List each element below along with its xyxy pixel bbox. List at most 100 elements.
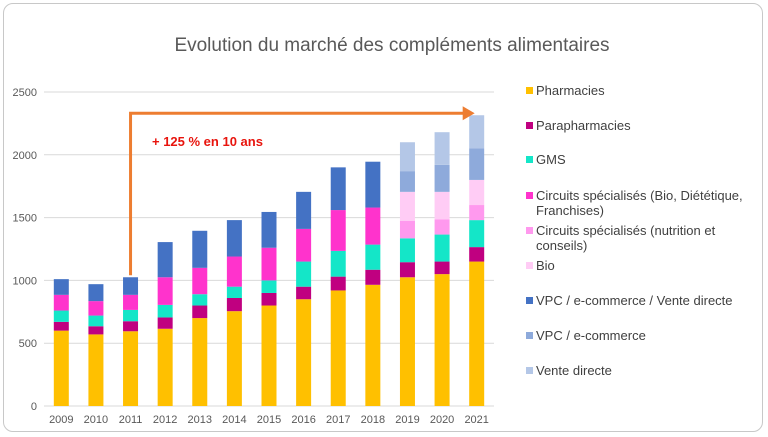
legend-swatch <box>526 227 533 234</box>
bar-segment <box>192 294 208 306</box>
arrow-line <box>129 111 465 276</box>
bar-segment <box>469 205 485 221</box>
bar-segment <box>261 305 277 406</box>
bar-segment <box>365 269 381 285</box>
x-tick-label: 2021 <box>464 414 488 426</box>
bar-segment <box>296 261 312 287</box>
bar-segment <box>434 132 450 165</box>
legend-label: Circuits spécialisés (nutrition et consei… <box>536 223 716 253</box>
bar-segment <box>261 211 277 248</box>
y-tick-label: 2000 <box>13 150 37 162</box>
bar-segment <box>330 290 346 406</box>
bar-segment <box>469 220 485 248</box>
x-tick-label: 2012 <box>153 414 177 426</box>
bar-segment <box>157 277 173 305</box>
bar-segment <box>226 311 242 406</box>
bar-segment <box>157 242 173 278</box>
bar-segment <box>226 297 242 312</box>
bar-segment <box>53 279 69 295</box>
legend-label: GMS <box>536 152 566 167</box>
x-tick-label: 2009 <box>49 414 73 426</box>
y-tick-label: 1000 <box>13 275 37 287</box>
bar-segment <box>157 304 173 318</box>
bar-segment <box>123 294 139 310</box>
legend-swatch <box>526 122 533 129</box>
bar-segment <box>469 261 485 406</box>
bar-segment <box>53 294 69 311</box>
x-tick-label: 2020 <box>430 414 454 426</box>
bar-segment <box>88 326 104 335</box>
bar-segment <box>365 284 381 406</box>
x-axis-ticks: 2009 2010 2011 2012 2013 2014 2015 2016 2017 2018… <box>49 414 489 426</box>
bar-segment <box>88 284 104 302</box>
bar-segment <box>399 277 415 406</box>
bar-segment <box>261 280 277 293</box>
bar-segment <box>434 191 450 220</box>
bar-segment <box>192 230 208 268</box>
growth-arrow <box>129 106 475 276</box>
y-tick-label: 0 <box>31 401 37 413</box>
legend-label: VPC / e-commerce <box>536 328 646 343</box>
bar-segment <box>88 334 104 406</box>
bar-segment <box>192 267 208 295</box>
bar-segment <box>399 171 415 192</box>
y-axis-ticks: 0 500 1000 1500 2000 2500 <box>13 87 37 413</box>
bar-segment <box>434 274 450 406</box>
legend-swatch <box>526 332 533 339</box>
bar-segment <box>296 191 312 229</box>
y-tick-label: 500 <box>19 338 37 350</box>
bar-segment <box>434 261 450 275</box>
growth-annotation: + 125 % en 10 ans <box>152 134 263 149</box>
legend-swatch <box>526 297 533 304</box>
bar-segment <box>469 115 485 149</box>
x-tick-label: 2011 <box>119 414 143 426</box>
bar-segment <box>53 310 69 322</box>
y-tick-label: 1500 <box>13 213 37 225</box>
bar-segment <box>88 315 104 327</box>
bar-segment <box>157 317 173 329</box>
legend-label: Parapharmacies <box>536 118 631 133</box>
bar-segment <box>399 191 415 221</box>
legend-swatch <box>526 367 533 374</box>
bar-segment <box>261 247 277 281</box>
x-tick-label: 2010 <box>84 414 108 426</box>
bar-segment <box>399 220 415 239</box>
bar-segment <box>296 228 312 262</box>
bar-segment <box>261 292 277 306</box>
bar-segment <box>434 219 450 235</box>
chart-title: Evolution du marché des compléments alim… <box>174 35 609 56</box>
legend-label: Pharmacies <box>536 83 605 98</box>
legend: Pharmacies Parapharmacies GMS Circuits spéc… <box>526 83 743 378</box>
legend-swatch <box>526 156 533 163</box>
x-tick-label: 2017 <box>326 414 350 426</box>
gridlines <box>44 91 494 407</box>
bar-segment <box>365 244 381 270</box>
bar-segment <box>226 220 242 257</box>
bar-segment <box>434 164 450 192</box>
bar-segment <box>296 299 312 406</box>
bar-segment <box>192 305 208 319</box>
x-tick-label: 2018 <box>361 414 385 426</box>
bar-segment <box>399 142 415 172</box>
bar-segment <box>434 234 450 262</box>
bar-segment <box>365 207 381 245</box>
bar-segment <box>123 331 139 406</box>
y-tick-label: 2500 <box>13 87 37 99</box>
bar-segment <box>469 179 485 206</box>
x-tick-label: 2016 <box>291 414 315 426</box>
bar-segment <box>226 286 242 298</box>
bar-segment <box>123 277 139 295</box>
legend-swatch <box>526 262 533 269</box>
bar-segment <box>226 256 242 287</box>
bar-segment <box>53 330 69 406</box>
x-tick-label: 2015 <box>257 414 281 426</box>
bar-segment <box>330 167 346 211</box>
legend-label: Circuits spécialisés (Bio, Diététique, Fr… <box>536 188 743 218</box>
arrow-head <box>462 106 475 121</box>
bar-segment <box>330 210 346 251</box>
legend-swatch <box>526 192 533 199</box>
x-tick-label: 2013 <box>188 414 212 426</box>
bar-segment <box>123 309 139 322</box>
x-tick-label: 2014 <box>222 414 246 426</box>
